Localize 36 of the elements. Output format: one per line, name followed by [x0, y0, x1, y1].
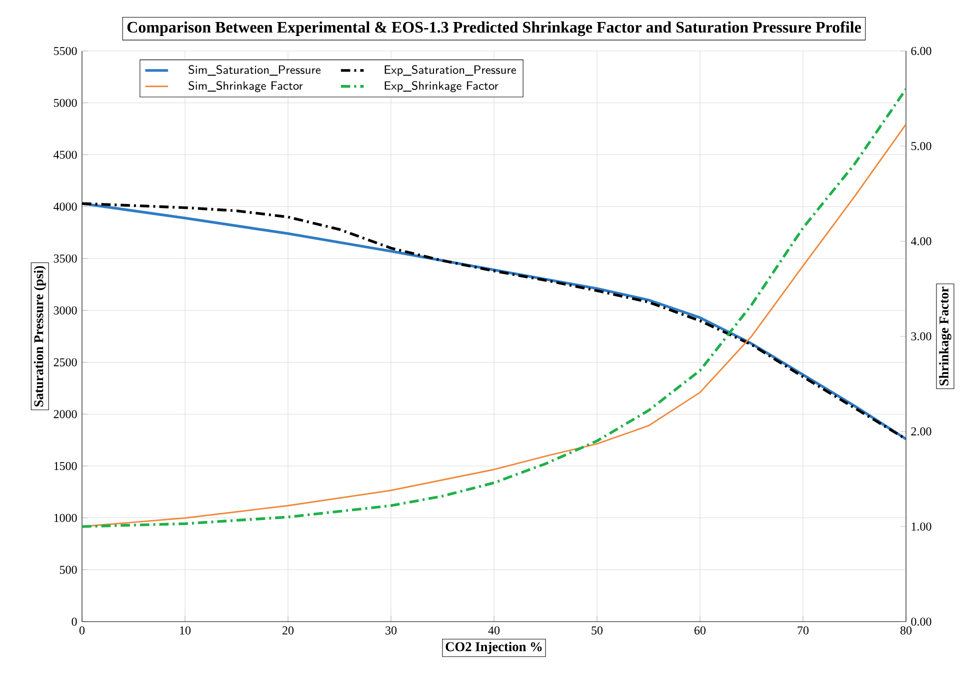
x-tick-label: 10: [180, 626, 191, 634]
y-tick-label: 2000: [54, 410, 77, 418]
y-tick-label: 1000: [54, 514, 77, 522]
x-tick-label: 60: [694, 626, 706, 634]
x-tick-label: 20: [282, 626, 294, 634]
y2-tick-label: 4.00: [910, 237, 932, 246]
y-tick-label: 5500: [54, 46, 77, 56]
y-axis-title: Saturation Pressure (psi): [34, 266, 46, 406]
y-tick-label: 3000: [54, 306, 77, 314]
legend-label: Sim_Saturation_Pressure: [188, 65, 321, 76]
legend-label: Sim_Shrinkage Factor: [188, 81, 303, 92]
y2-tick-label: 2.00: [911, 427, 932, 436]
y-tick-label: 500: [60, 566, 77, 574]
y-tick-label: 4500: [54, 150, 77, 159]
y-tick-label: 4000: [54, 202, 77, 211]
y2-tick-label: 0.00: [911, 618, 932, 626]
x-tick-label: 50: [592, 626, 603, 634]
x-tick-label: 70: [798, 626, 809, 634]
x-axis-title: CO2 Injection %: [446, 642, 542, 654]
y2-axis-title: Shrinkage Factor: [939, 286, 952, 386]
y-tick-label: 5000: [54, 98, 77, 107]
y-tick-label: 3500: [54, 254, 77, 263]
y-tick-label: 1500: [54, 462, 77, 470]
x-tick-label: 80: [900, 626, 912, 634]
y-tick-label: 0: [72, 618, 77, 626]
y2-tick-label: 5.00: [911, 142, 932, 150]
y2-tick-label: 6.00: [911, 46, 932, 56]
legend-label: Exp_Shrinkage Factor: [384, 81, 498, 92]
y2-tick-label: 1.00: [912, 522, 932, 531]
x-tick-label: 40: [488, 626, 500, 634]
legend-label: Exp_Saturation_Pressure: [384, 65, 516, 76]
y-tick-label: 2500: [54, 358, 77, 366]
x-tick-label: 0: [79, 626, 85, 634]
y2-tick-label: 3.00: [911, 332, 932, 340]
chart-title: Comparison Between Experimental & EOS-1.3 Predicted Shrinkage Factor and Saturation Pressure Profile: [127, 21, 861, 36]
x-tick-label: 30: [386, 626, 397, 634]
